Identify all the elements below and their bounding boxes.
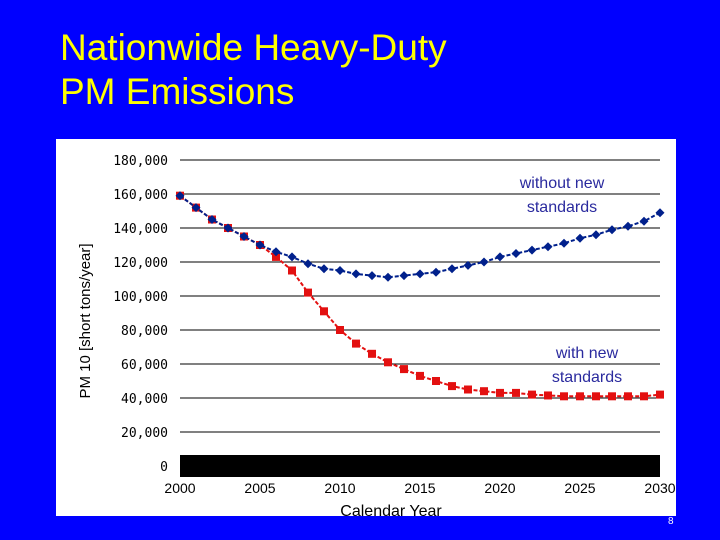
data-point (623, 221, 633, 231)
y-tick-label: 160,000 (113, 188, 168, 203)
data-point (288, 266, 296, 275)
data-point (496, 388, 504, 397)
x-tick-labels: 2000 2005 2010 2015 2020 2025 2030 (164, 480, 675, 496)
gridlines (180, 159, 660, 433)
data-point (239, 232, 249, 241)
page-number: 8 (668, 516, 674, 527)
emissions-chart: 0 20,000 40,000 60,000 80,000 100,000 120,000 1… (77, 154, 676, 516)
y-tick-label: 80,000 (121, 324, 168, 339)
data-point (576, 392, 584, 401)
y-tick-label: 120,000 (113, 256, 168, 271)
data-point (207, 215, 217, 224)
data-point (607, 225, 617, 235)
data-point (351, 269, 361, 279)
y-tick-label: 140,000 (113, 222, 168, 237)
data-point (575, 233, 585, 243)
data-point (400, 365, 408, 374)
data-point (624, 392, 632, 401)
data-point (191, 203, 201, 213)
y-tick-label: 20,000 (121, 426, 168, 441)
y-tick-label: 0 (160, 460, 168, 475)
data-point (383, 272, 393, 282)
data-point (560, 392, 568, 401)
data-point (608, 392, 616, 401)
data-point (271, 247, 281, 257)
y-tick-label: 180,000 (113, 154, 168, 169)
data-point (592, 392, 600, 401)
data-point (559, 238, 569, 248)
data-point (511, 249, 521, 258)
data-point (464, 385, 472, 394)
data-point (335, 266, 345, 275)
x-tick-label: 2015 (404, 480, 435, 496)
data-point (480, 387, 488, 396)
data-point (432, 377, 440, 385)
x-axis-label: Calendar Year (340, 503, 442, 516)
data-point (384, 358, 392, 367)
data-point (272, 252, 280, 261)
series-label-with-line-2: standards (552, 369, 622, 386)
data-point (287, 252, 297, 262)
data-point (448, 382, 456, 391)
data-point (512, 388, 520, 397)
data-point (415, 269, 425, 279)
data-point (223, 223, 233, 233)
x-tick-label: 2000 (164, 480, 195, 496)
data-point (527, 245, 537, 255)
data-point (367, 271, 377, 281)
x-axis-bar (180, 455, 660, 477)
y-axis-label: PM 10 [short tons/year] (77, 243, 94, 398)
data-point (495, 252, 505, 262)
data-point (399, 271, 409, 281)
data-point (352, 339, 360, 348)
chart-area: 0 20,000 40,000 60,000 80,000 100,000 120,000 1… (56, 139, 676, 516)
y-tick-label: 60,000 (121, 358, 168, 373)
data-point (528, 390, 536, 399)
data-point (463, 260, 473, 270)
series-layer (175, 191, 665, 401)
y-tick-labels: 0 20,000 40,000 60,000 80,000 100,000 120,000 1… (113, 154, 168, 475)
x-tick-label: 2020 (484, 480, 515, 496)
series-label-without-line-2: standards (527, 199, 597, 216)
series-label-without-line-1: without new (519, 175, 605, 192)
data-point (447, 264, 457, 274)
data-point (255, 240, 265, 250)
data-point (320, 307, 328, 316)
y-tick-label: 100,000 (113, 290, 168, 305)
data-point (639, 216, 649, 226)
series-label-with-line-1: with new (555, 345, 619, 362)
data-point (655, 208, 665, 218)
data-point (479, 257, 489, 267)
slide-title: Nationwide Heavy-Duty PM Emissions (60, 26, 660, 114)
x-tick-label: 2025 (564, 480, 595, 496)
data-point (591, 230, 601, 240)
data-point (416, 371, 424, 380)
data-point (544, 391, 552, 400)
x-tick-label: 2030 (644, 480, 675, 496)
data-point (336, 326, 344, 334)
x-tick-label: 2005 (244, 480, 275, 496)
data-point (431, 267, 441, 277)
data-point (175, 191, 185, 201)
data-point (319, 264, 329, 274)
series-diamond (175, 191, 665, 282)
data-point (640, 392, 648, 401)
slide-title-line-1: Nationwide Heavy-Duty (60, 27, 447, 68)
data-point (304, 288, 312, 297)
slide-title-line-2: PM Emissions (60, 71, 295, 112)
data-point (543, 242, 553, 252)
y-tick-label: 40,000 (121, 392, 168, 407)
data-point (656, 390, 664, 399)
data-point (368, 349, 376, 358)
x-tick-label: 2010 (324, 480, 355, 496)
data-point (303, 259, 313, 269)
